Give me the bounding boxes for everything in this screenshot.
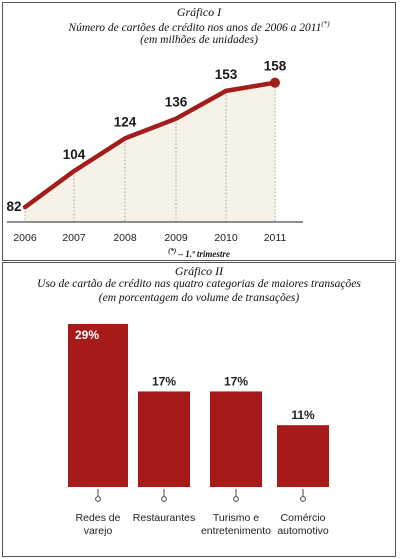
chart1-footnote-marker: (*) [168,247,177,255]
chart1-x-tick-label: 2006 [13,232,37,244]
chart2-data-label: 17% [224,374,248,388]
chart1-data-label: 124 [114,114,137,129]
chart2-category-label: Comércio [281,512,326,524]
chart1-end-marker [270,77,280,88]
chart2-bar [68,324,128,487]
chart2-data-label: 11% [291,408,315,422]
chart1-title-marker: (*) [321,20,330,28]
chart2-bar [210,391,262,487]
chart2-heading: Gráfico II [174,264,224,278]
chart-panel-2: Gráfico II Uso de cartão de crédito nas … [2,262,396,557]
chart1-x-tick-label: 2008 [113,232,137,244]
chart1-data-label: 104 [63,147,86,162]
chart2-bar [138,391,190,487]
chart1-data-label: 82 [6,199,21,214]
chart2-category-label: Turismo e [213,512,259,524]
chart1-data-label: 158 [264,59,287,74]
chart1-data-label: 153 [215,67,238,82]
chart2-category-marker [95,496,101,502]
chart1-area [25,82,275,223]
chart1-data-label: 136 [165,95,188,110]
chart2-data-label: 17% [152,374,176,388]
chart2-category-marker [233,496,239,502]
chart1-title-line: Número de cartões de crédito nos anos de… [3,20,395,34]
chart1-x-tick-label: 2007 [62,232,86,244]
chart1-footnote: – 1.º trimestre [178,249,230,259]
chart2-title: Uso de cartão de crédito nas quatro cate… [37,278,361,290]
chart2-category-label: Restaurantes [133,512,195,524]
chart1-title: Número de cartões de crédito nos anos de… [68,21,322,34]
chart2-subtitle: (em porcentagem do volume de transações) [98,292,300,304]
chart1-x-tick-label: 2011 [264,232,287,244]
chart1-footnote-line: (*) – 1.º trimestre [3,247,395,259]
chart-panel-1: Gráfico I Número de cartões de crédito n… [2,2,396,261]
chart2-category-label: varejo [84,525,113,537]
chart1-subtitle: (em milhões de unidades) [140,34,258,46]
chart2-data-label: 29% [75,328,99,342]
chart2-category-marker [161,496,167,502]
chart1-x-tick-label: 2010 [214,232,238,244]
chart1-x-tick-label: 2009 [164,232,188,244]
chart2-category-label: entretenimento [201,525,271,537]
chart2-category-marker [300,496,306,502]
line-chart: 82 104 124 136 153 158 2006 2007 2008 2009 2010 201… [6,59,303,244]
chart2-bar [277,425,329,487]
chart2-category-label: automotivo [277,525,329,537]
chart1-series-line [22,80,278,210]
chart1-heading: Gráfico I [176,5,222,19]
chart2-category-label: Redes de [76,512,121,524]
